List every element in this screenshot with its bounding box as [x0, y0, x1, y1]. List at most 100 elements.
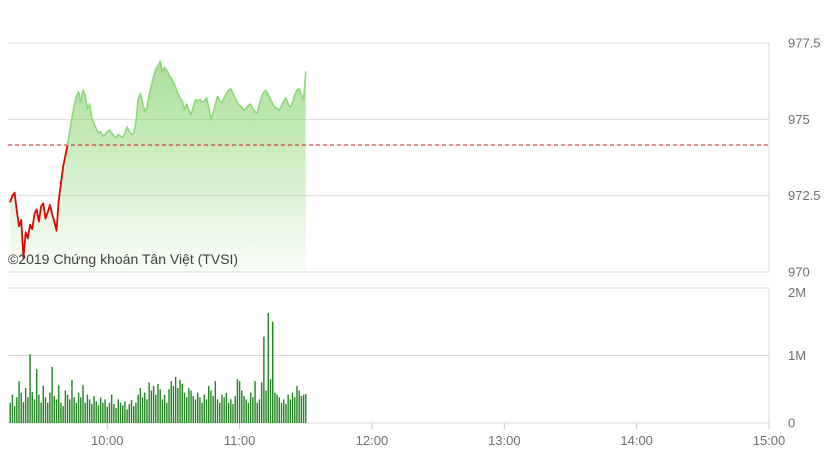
volume-bar [82, 385, 84, 423]
x-axis-tick-label: 11:00 [224, 433, 256, 448]
volume-axis-label: 1M [788, 348, 806, 363]
volume-bar [86, 394, 89, 423]
volume-bar [146, 399, 148, 424]
volume-bar [170, 381, 172, 423]
volume-bar [278, 397, 281, 423]
volume-bar [148, 382, 150, 423]
volume-bar [31, 391, 33, 423]
volume-bar [69, 399, 71, 424]
credit-text: ©2019 Chứng khoán Tân Việt (TVSI) [8, 251, 238, 267]
volume-bar [225, 392, 228, 424]
x-axis-tick-label: 14:00 [620, 433, 653, 448]
volume-bar [110, 394, 113, 423]
volume-bar [141, 397, 144, 423]
volume-bar [135, 402, 137, 423]
volume-bar [241, 390, 243, 423]
volume-bar [58, 385, 60, 423]
volume-bar [205, 399, 208, 424]
volume-bar [47, 402, 49, 423]
volume-bar [294, 397, 296, 423]
volume-bar [210, 390, 212, 423]
volume-plot-area[interactable] [8, 288, 769, 423]
volume-bar [13, 406, 16, 424]
volume-bar [287, 394, 289, 423]
volume-bar [49, 392, 51, 424]
volume-bar [150, 390, 153, 423]
volume-bar [18, 381, 20, 423]
volume-bar [269, 379, 272, 424]
volume-bar [212, 396, 214, 423]
volume-bar [102, 402, 104, 423]
volume-bar [201, 402, 203, 423]
volume-bar [104, 399, 106, 424]
price-axis-label: 977.5 [788, 36, 821, 51]
volume-bar [263, 336, 265, 423]
volume-bar [42, 385, 44, 424]
volume-bar [40, 402, 42, 423]
volume-bar [208, 385, 210, 424]
volume-bar [258, 399, 261, 424]
volume-bar [230, 399, 232, 424]
volume-bar [91, 404, 93, 423]
volume-bar [243, 396, 245, 423]
volume-bar [302, 394, 305, 423]
volume-bar [203, 394, 206, 423]
volume-bar [97, 405, 100, 423]
volume-bar [152, 385, 155, 424]
volume-bar [274, 392, 276, 424]
volume-bar [252, 397, 254, 423]
volume-bar [219, 402, 221, 423]
volume-bar [24, 387, 27, 423]
volume-bar [84, 402, 86, 423]
volume-bar [163, 394, 166, 423]
volume-bar [106, 406, 108, 423]
volume-bar [88, 399, 91, 424]
volume-bar [214, 381, 217, 423]
volume-bar [168, 389, 170, 423]
price-area-fill [10, 61, 306, 272]
price-area-series [10, 61, 306, 272]
volume-bar [300, 396, 303, 423]
volume-bar [223, 397, 225, 423]
volume-bar [276, 394, 278, 423]
volume-bar [64, 390, 67, 423]
volume-bar [232, 404, 234, 423]
volume-bar [128, 404, 131, 423]
volume-bar [283, 399, 285, 424]
volume-bar [9, 402, 11, 423]
volume-bar [62, 406, 64, 424]
volume-bar [272, 321, 274, 423]
volume-bar [75, 402, 78, 423]
volume-bar [66, 394, 69, 423]
volume-bar [298, 390, 300, 423]
volume-bar [280, 402, 283, 423]
volume-bars [9, 312, 307, 424]
volume-bar [216, 399, 219, 424]
volume-bar [93, 396, 95, 423]
volume-bar [71, 379, 73, 423]
volume-bar [20, 392, 22, 424]
x-axis-tick-label: 10:00 [91, 433, 124, 448]
price-plot-area[interactable] [8, 43, 769, 272]
volume-bar [29, 354, 31, 423]
volume-bar [73, 397, 75, 423]
volume-bar [126, 409, 128, 423]
price-line-above-reference [66, 60, 307, 146]
volume-bar [190, 390, 192, 423]
price-line-series [9, 60, 307, 260]
volume-bar [249, 392, 252, 424]
volume-bar [77, 392, 80, 424]
volume-bar [254, 381, 256, 423]
volume-bar [227, 402, 230, 423]
price-line-below-reference [9, 144, 69, 260]
volume-bar [260, 382, 263, 423]
volume-bar [51, 366, 53, 423]
volume-bar [177, 387, 179, 423]
volume-bar [99, 397, 102, 423]
volume-bar [108, 402, 111, 423]
volume-bar [247, 402, 250, 423]
volume-bar [124, 401, 126, 423]
volume-bar [130, 400, 133, 423]
volume-bar [236, 379, 239, 424]
